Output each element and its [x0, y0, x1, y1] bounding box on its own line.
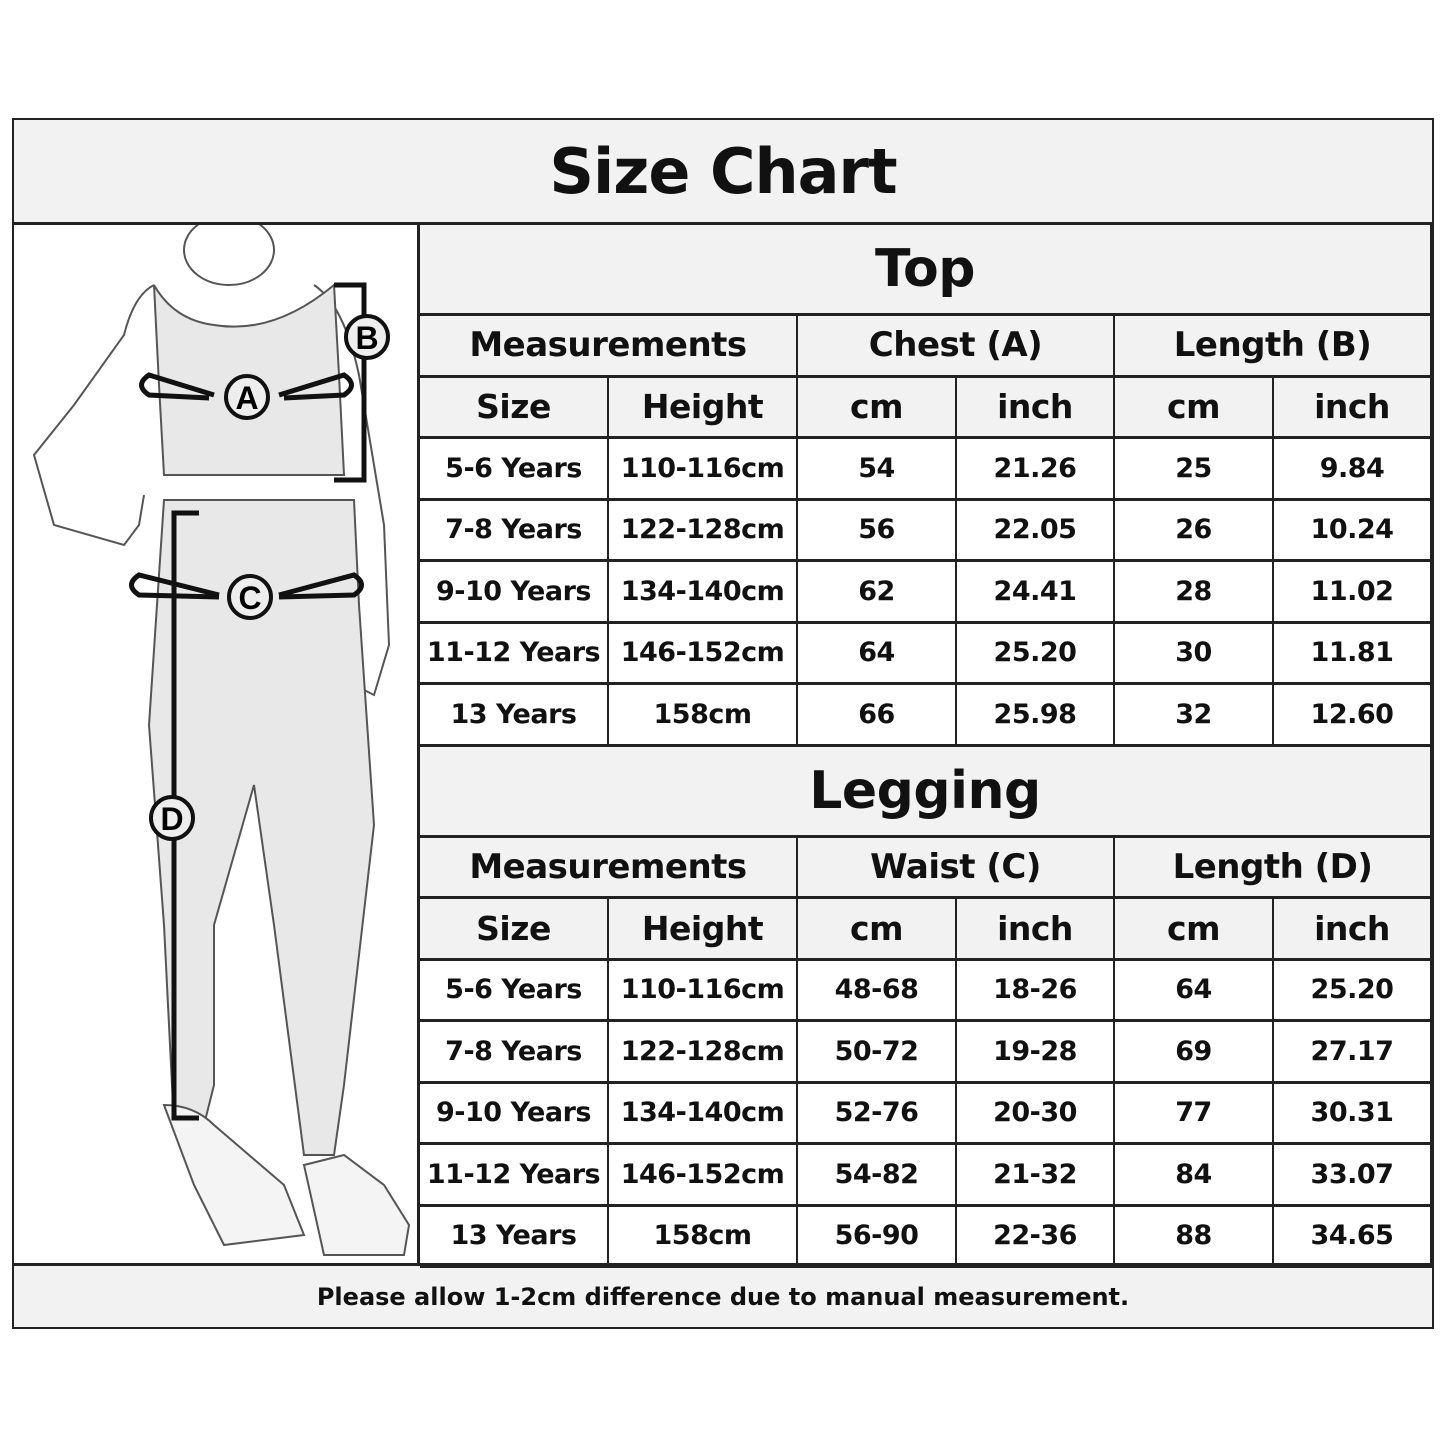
table-cell: 22-36 — [957, 1206, 1115, 1268]
column-group-header: Measurements — [420, 837, 798, 899]
table-cell: 110-116cm — [609, 960, 798, 1022]
column-group-header: Length (B) — [1115, 316, 1432, 378]
table-cell: 50-72 — [798, 1022, 957, 1084]
column-header: Height — [609, 377, 798, 439]
table-cell: 25.20 — [1274, 960, 1432, 1022]
model-illustration: A B C D — [14, 214, 420, 1263]
table-cell: 7-8 Years — [420, 1022, 609, 1084]
svg-text:A: A — [235, 380, 258, 416]
table-cell: 5-6 Years — [420, 439, 609, 501]
table-cell: 134-140cm — [609, 562, 798, 624]
table-cell: 11.81 — [1274, 623, 1432, 685]
table-cell: 9-10 Years — [420, 562, 609, 624]
table-cell: 134-140cm — [609, 1083, 798, 1145]
table-cell: 146-152cm — [609, 1145, 798, 1207]
table-cell: 25.98 — [957, 685, 1115, 747]
table-cell: 18-26 — [957, 960, 1115, 1022]
table-cell: 110-116cm — [609, 439, 798, 501]
table-cell: 25 — [1115, 439, 1274, 501]
section-title: Top — [420, 225, 1432, 316]
table-cell: 34.65 — [1274, 1206, 1432, 1268]
table-cell: 88 — [1115, 1206, 1274, 1268]
column-header: inch — [957, 377, 1115, 439]
table-cell: 20-30 — [957, 1083, 1115, 1145]
svg-text:B: B — [355, 320, 378, 356]
column-header: cm — [1115, 899, 1274, 961]
column-group-header: Length (D) — [1115, 837, 1432, 899]
table-cell: 27.17 — [1274, 1022, 1432, 1084]
column-header: inch — [957, 899, 1115, 961]
table-cell: 64 — [1115, 960, 1274, 1022]
table-cell: 9-10 Years — [420, 1083, 609, 1145]
table-cell: 24.41 — [957, 562, 1115, 624]
size-table: Top Measurements Chest (A) Length (B) Size He… — [420, 225, 1432, 1268]
table-cell: 33.07 — [1274, 1145, 1432, 1207]
table-cell: 32 — [1115, 685, 1274, 747]
table-cell: 9.84 — [1274, 439, 1432, 501]
table-cell: 66 — [798, 685, 957, 747]
column-header: Size — [420, 377, 609, 439]
measure-label-B: B — [344, 314, 390, 360]
table-cell: 146-152cm — [609, 623, 798, 685]
svg-text:C: C — [238, 580, 261, 616]
table-cell: 13 Years — [420, 685, 609, 747]
table-cell: 19-28 — [957, 1022, 1115, 1084]
column-group-header: Waist (C) — [798, 837, 1115, 899]
page-title: Size Chart — [14, 120, 1432, 225]
table-cell: 54-82 — [798, 1145, 957, 1207]
table-cell: 48-68 — [798, 960, 957, 1022]
table-cell: 12.60 — [1274, 685, 1432, 747]
column-header: Size — [420, 899, 609, 961]
table-cell: 7-8 Years — [420, 500, 609, 562]
table-cell: 22.05 — [957, 500, 1115, 562]
section-title: Legging — [420, 746, 1432, 838]
table-cell: 62 — [798, 562, 957, 624]
column-group-header: Measurements — [420, 316, 798, 378]
table-cell: 11-12 Years — [420, 623, 609, 685]
table-cell: 11.02 — [1274, 562, 1432, 624]
table-cell: 84 — [1115, 1145, 1274, 1207]
table-cell: 30 — [1115, 623, 1274, 685]
table-cell: 30.31 — [1274, 1083, 1432, 1145]
svg-text:D: D — [160, 801, 183, 837]
column-header: cm — [798, 377, 957, 439]
measure-label-A: A — [224, 374, 270, 420]
child-outfit-sketch: A B C D — [32, 214, 411, 1256]
table-cell: 122-128cm — [609, 1022, 798, 1084]
table-cell: 26 — [1115, 500, 1274, 562]
table-cell: 5-6 Years — [420, 960, 609, 1022]
measure-label-C: C — [227, 574, 273, 620]
table-cell: 64 — [798, 623, 957, 685]
table-cell: 122-128cm — [609, 500, 798, 562]
column-header: cm — [798, 899, 957, 961]
table-cell: 11-12 Years — [420, 1145, 609, 1207]
table-cell: 158cm — [609, 1206, 798, 1268]
column-header: inch — [1274, 899, 1432, 961]
column-header: inch — [1274, 377, 1432, 439]
disclaimer-note: Please allow 1-2cm difference due to man… — [14, 1263, 1432, 1327]
measure-label-D: D — [149, 795, 195, 841]
table-cell: 21-32 — [957, 1145, 1115, 1207]
table-cell: 25.20 — [957, 623, 1115, 685]
table-cell: 10.24 — [1274, 500, 1432, 562]
table-cell: 52-76 — [798, 1083, 957, 1145]
table-cell: 21.26 — [957, 439, 1115, 501]
table-cell: 54 — [798, 439, 957, 501]
column-header: Height — [609, 899, 798, 961]
table-cell: 56 — [798, 500, 957, 562]
table-cell: 56-90 — [798, 1206, 957, 1268]
table-cell: 158cm — [609, 685, 798, 747]
column-group-header: Chest (A) — [798, 316, 1115, 378]
table-cell: 69 — [1115, 1022, 1274, 1084]
table-cell: 13 Years — [420, 1206, 609, 1268]
size-chart: Size Chart A — [12, 118, 1434, 1329]
table-cell: 77 — [1115, 1083, 1274, 1145]
table-cell: 28 — [1115, 562, 1274, 624]
column-header: cm — [1115, 377, 1274, 439]
